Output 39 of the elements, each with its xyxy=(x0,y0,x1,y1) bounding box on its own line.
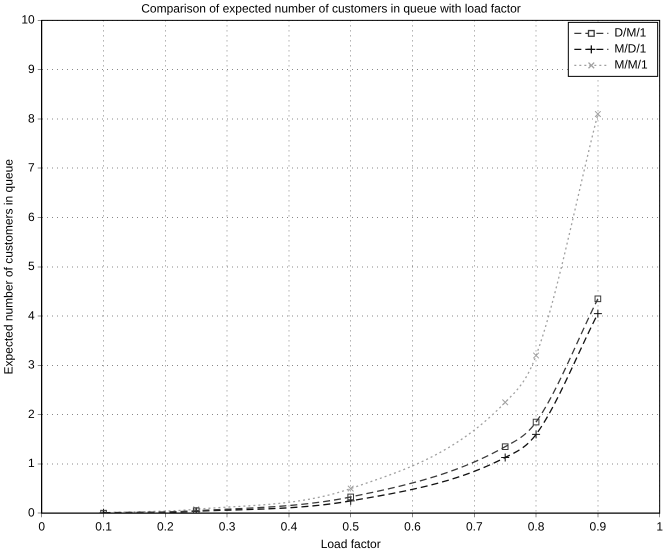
x-tick-label: 0 xyxy=(38,520,46,534)
y-tick-label: 2 xyxy=(28,406,36,421)
x-tick-label: 1 xyxy=(656,520,664,534)
x-tick-label: 0.6 xyxy=(404,520,422,534)
x-tick-label: 0.4 xyxy=(280,520,298,534)
point xyxy=(594,296,602,302)
chart-title: Comparison of expected number of customers in queue with load factor xyxy=(141,2,521,16)
point xyxy=(502,398,509,406)
point xyxy=(502,443,509,450)
legend-label: M/D/1 xyxy=(614,42,647,56)
y-tick-label: 1 xyxy=(28,456,36,470)
legend-label: D/M/1 xyxy=(614,26,647,40)
point xyxy=(500,453,510,462)
point xyxy=(347,485,354,492)
y-tick-label: 6 xyxy=(28,210,36,224)
y-tick-label: 7 xyxy=(28,160,36,175)
y-tick-label: 9 xyxy=(28,62,36,76)
legend-label: M/M/1 xyxy=(614,58,648,72)
point xyxy=(347,494,354,500)
x-tick-label: 0.3 xyxy=(218,520,236,534)
point xyxy=(532,430,541,439)
y-tick-label: 0 xyxy=(28,506,36,520)
y-tick-label: 10 xyxy=(21,12,36,27)
y-tick-label: 3 xyxy=(28,358,36,372)
x-tick-label: 0.2 xyxy=(156,520,174,534)
x-tick-label: 0.8 xyxy=(528,520,545,534)
y-tick-label: 5 xyxy=(28,259,36,274)
x-tick-label: 0.9 xyxy=(590,520,607,534)
point xyxy=(594,110,602,118)
x-tick-label: 0.1 xyxy=(95,520,112,534)
y-tick-label: 4 xyxy=(28,308,36,322)
x-tick-label: 0.7 xyxy=(466,520,483,534)
x-axis-title: Load factor xyxy=(320,537,381,552)
point xyxy=(593,309,602,318)
point xyxy=(532,418,540,426)
x-tick-label: 0.5 xyxy=(342,520,360,534)
y-tick-label: 8 xyxy=(28,111,36,126)
point xyxy=(532,352,540,359)
y-axis-title: Expected number of customers in queue xyxy=(2,158,16,375)
